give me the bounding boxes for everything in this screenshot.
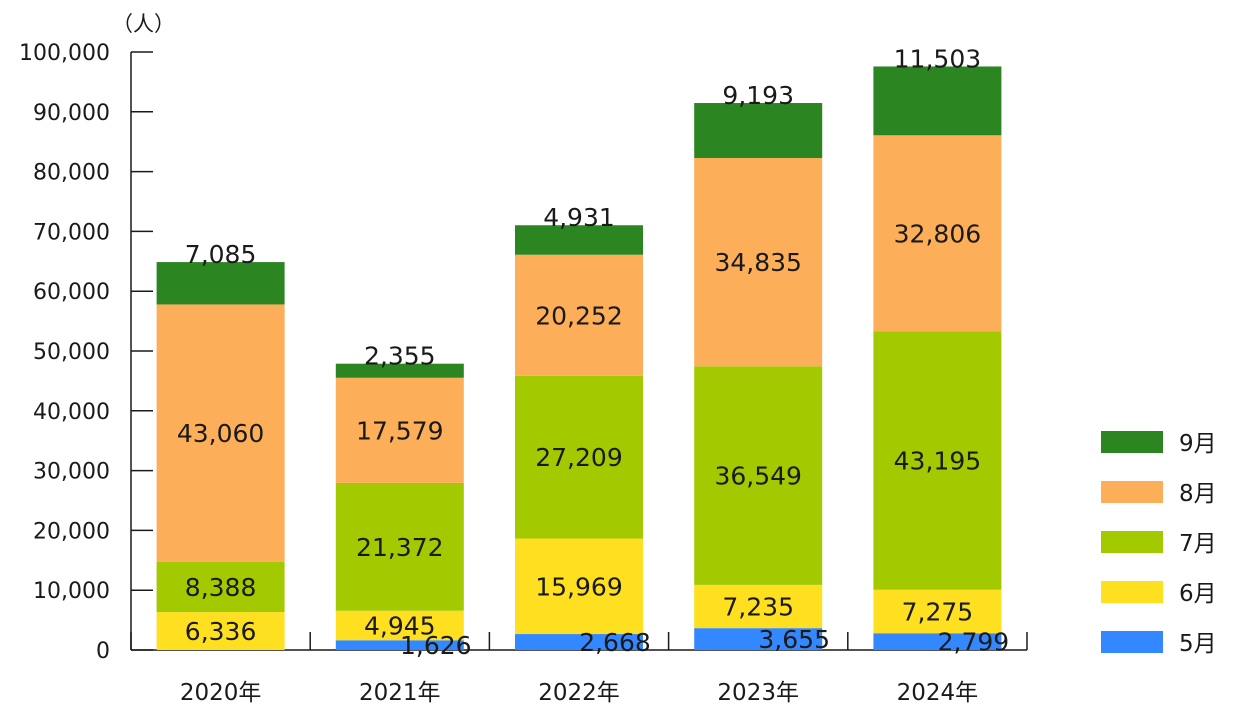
y-axis-unit-label: （人） — [112, 12, 175, 36]
legend-swatch — [1101, 631, 1163, 653]
y-tick-label: 70,000 — [33, 220, 110, 245]
bar-segment — [156, 612, 285, 650]
data-label: 7,275 — [902, 598, 974, 627]
bar-segment — [515, 538, 643, 635]
bar-segment — [873, 633, 1002, 650]
bar-segment — [156, 262, 285, 305]
data-label: 15,969 — [535, 572, 622, 601]
data-label: 32,806 — [894, 219, 981, 248]
data-label: 21,372 — [356, 533, 443, 562]
bar-segment — [156, 561, 285, 613]
bar-segment — [694, 158, 823, 367]
x-tick-label: 2022年 — [538, 680, 620, 706]
legend-swatch — [1101, 481, 1163, 503]
bar-segment — [335, 610, 464, 641]
bar-segment — [694, 628, 823, 650]
y-tick-label: 60,000 — [33, 280, 110, 305]
y-tick-label: 100,000 — [19, 41, 110, 66]
data-label: 2,799 — [938, 628, 1010, 657]
data-label: 7,235 — [722, 593, 794, 622]
data-label: 4,945 — [364, 611, 436, 640]
y-tick-label: 20,000 — [33, 519, 110, 544]
y-tick-label: 0 — [96, 639, 110, 664]
y-tick-label: 40,000 — [33, 400, 110, 425]
data-label: 36,549 — [714, 462, 801, 491]
x-tick-label: 2021年 — [359, 680, 441, 706]
bar-segment — [694, 584, 823, 629]
x-tick-label: 2020年 — [180, 680, 262, 706]
y-tick-label: 10,000 — [33, 579, 110, 604]
bars — [156, 66, 1002, 650]
legend-swatch — [1101, 431, 1163, 453]
data-label: 8,388 — [185, 573, 257, 602]
bar-segment — [515, 634, 643, 650]
legend-label: 8月 — [1179, 481, 1217, 507]
bar-segment — [515, 254, 643, 376]
data-label: 2,668 — [579, 628, 651, 657]
data-label: 43,195 — [894, 447, 981, 476]
legend-label: 9月 — [1179, 431, 1217, 457]
legend-label: 7月 — [1179, 531, 1217, 557]
data-label: 34,835 — [714, 248, 801, 277]
bar-segment — [873, 66, 1002, 136]
data-label: 3,655 — [758, 625, 830, 654]
bar-segment — [694, 103, 823, 159]
data-label: 11,503 — [894, 44, 981, 73]
x-tick-label: 2023年 — [717, 680, 799, 706]
bar-segment — [515, 375, 643, 539]
data-label: 20,252 — [535, 301, 622, 330]
bar-segment — [694, 366, 823, 585]
data-label: 6,336 — [185, 617, 257, 646]
y-tick-label: 50,000 — [33, 340, 110, 365]
data-label: 9,193 — [722, 81, 794, 110]
data-label: 1,626 — [400, 631, 472, 660]
legend-swatch — [1101, 531, 1163, 553]
data-label: 43,060 — [177, 419, 264, 448]
legend-swatch — [1101, 581, 1163, 603]
data-label: 4,931 — [543, 203, 615, 232]
bar-segment — [873, 331, 1002, 590]
bar-segment — [335, 640, 464, 650]
data-label: 7,085 — [185, 240, 257, 269]
legend-label: 5月 — [1179, 631, 1217, 657]
legend: 9月 8月 7月 6月 5月 — [1101, 431, 1217, 657]
x-tick-label: 2024年 — [897, 680, 979, 706]
data-label: 17,579 — [356, 416, 443, 445]
bar-segment — [335, 482, 464, 611]
bar-segment — [156, 304, 285, 562]
data-label: 2,355 — [364, 342, 436, 371]
bar-segment — [335, 377, 464, 483]
y-axis: 0 10,000 20,000 30,000 40,000 50,000 60,000 70,… — [19, 41, 153, 664]
y-tick-label: 90,000 — [33, 101, 110, 126]
bar-segment — [873, 135, 1002, 332]
bar-segment — [873, 589, 1002, 634]
bar-segment — [335, 363, 464, 378]
y-tick-label: 80,000 — [33, 161, 110, 186]
y-tick-label: 30,000 — [33, 460, 110, 485]
bar-segment — [515, 225, 643, 255]
data-label: 27,209 — [535, 443, 622, 472]
legend-label: 6月 — [1179, 581, 1217, 607]
